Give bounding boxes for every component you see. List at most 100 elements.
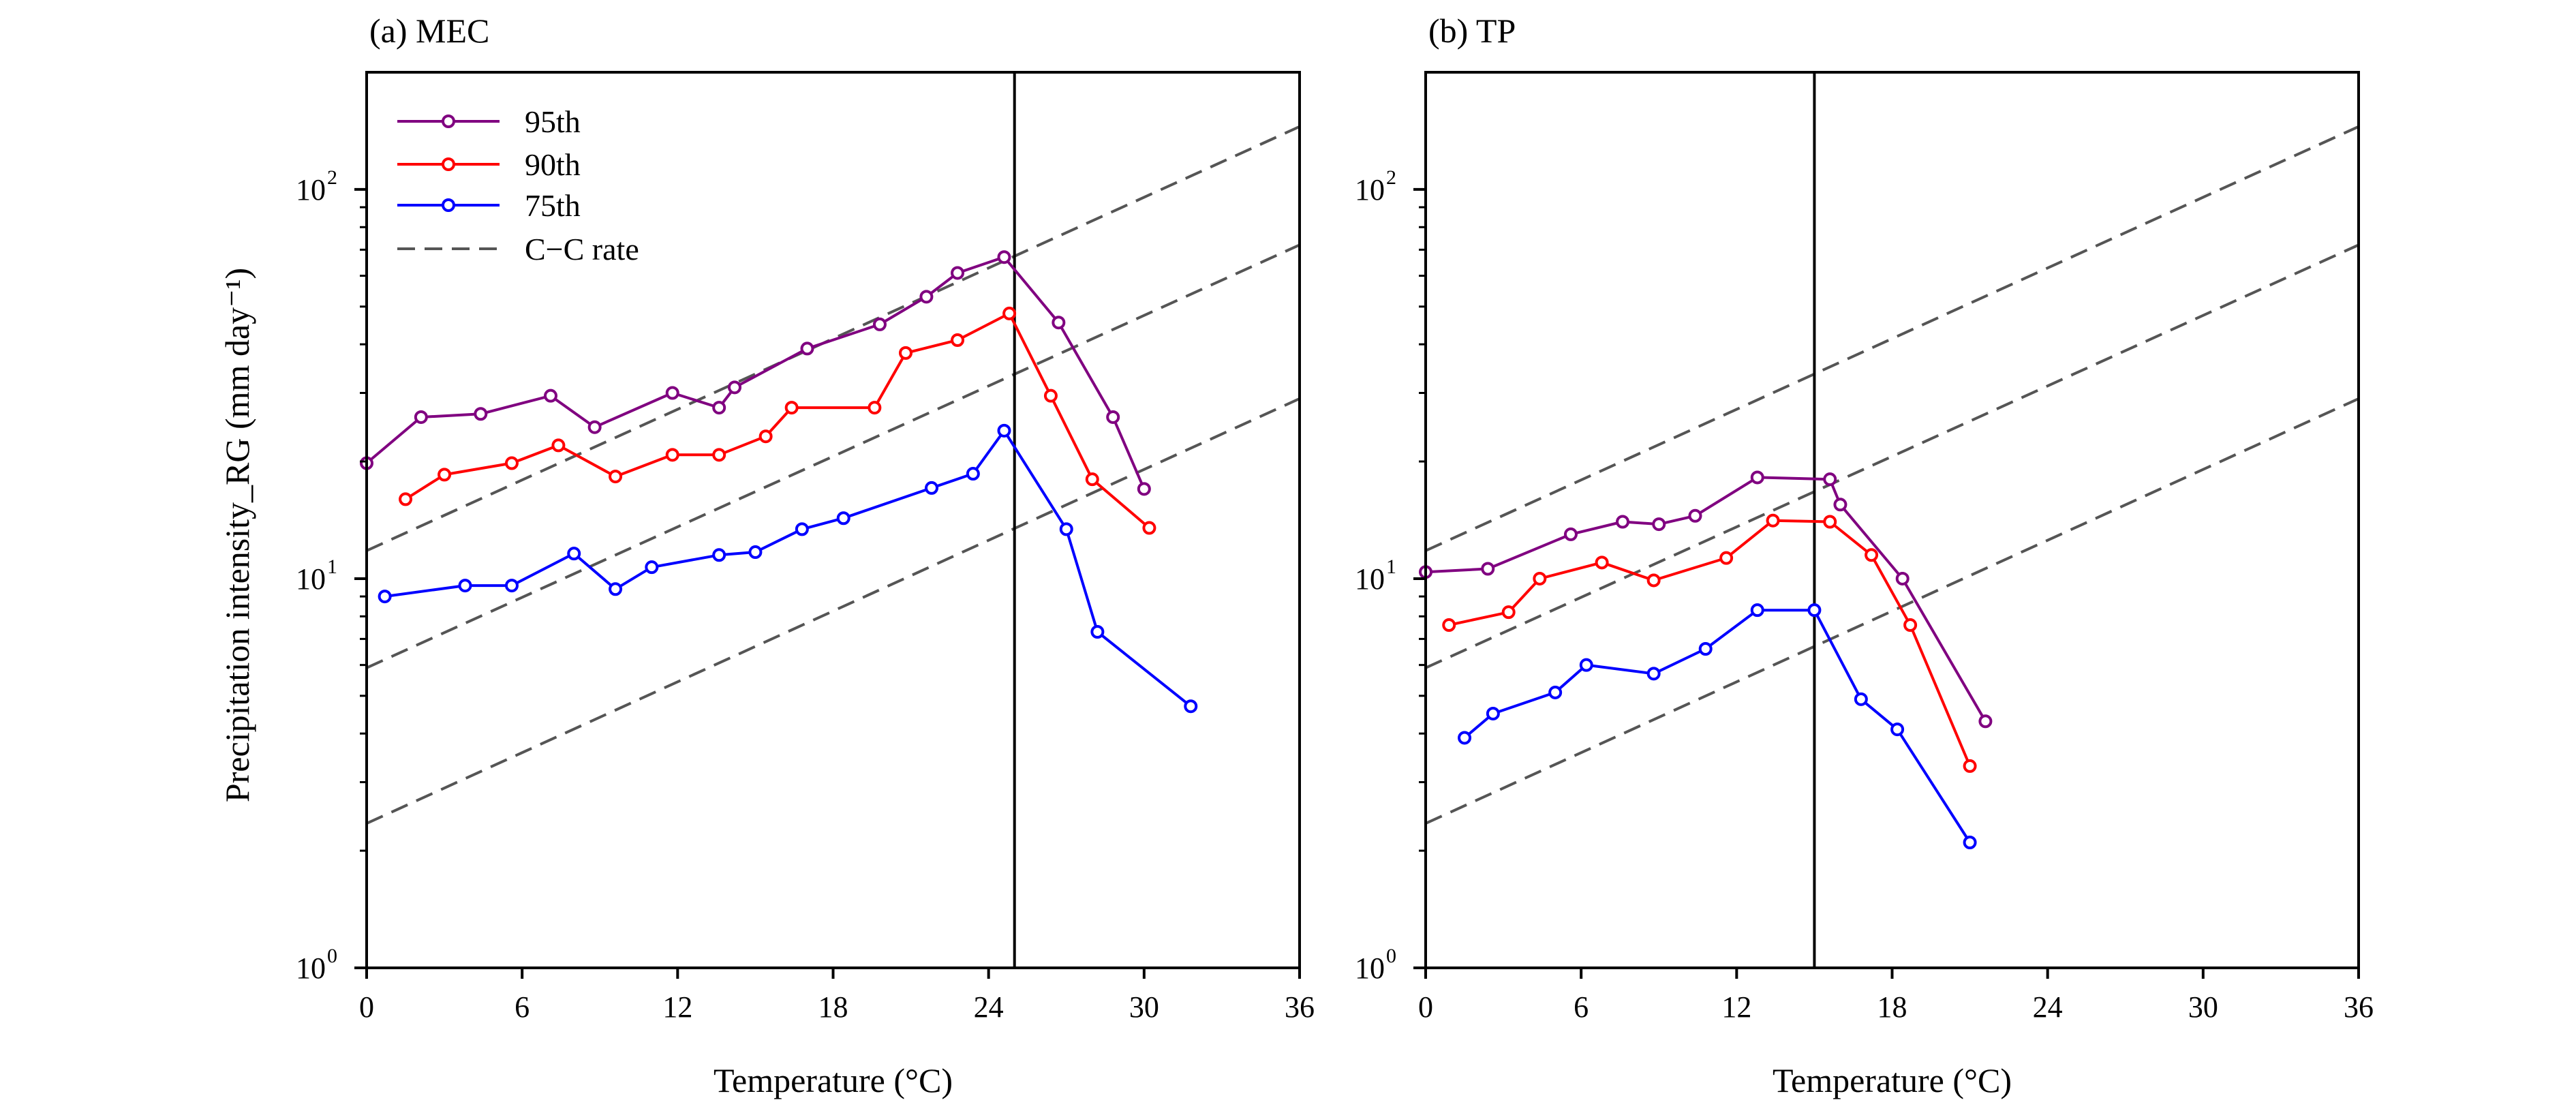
data-point — [1652, 517, 1666, 532]
data-point — [1646, 667, 1661, 681]
legend-label-95th: 95th — [525, 104, 581, 139]
y-tick-exponent: 2 — [1386, 166, 1396, 189]
data-point — [378, 590, 392, 604]
series-90th — [1442, 513, 1977, 773]
data-point — [1563, 527, 1578, 541]
y-tick-exponent: 0 — [327, 945, 337, 967]
data-point — [567, 547, 581, 561]
data-point — [1548, 685, 1563, 699]
y-tick-label: 10 — [1355, 952, 1385, 985]
data-point — [872, 317, 887, 331]
x-tick-label: 24 — [974, 990, 1004, 1024]
y-tick-exponent: 1 — [327, 556, 337, 578]
y-tick-label: 10 — [1355, 173, 1385, 207]
data-point — [712, 548, 726, 562]
data-point — [748, 545, 763, 560]
data-point — [1750, 603, 1764, 618]
data-point — [1059, 522, 1073, 536]
data-point — [609, 582, 623, 596]
data-point — [665, 386, 679, 400]
data-point — [997, 250, 1011, 264]
x-tick-label: 36 — [2344, 990, 2374, 1024]
y-tick-label: 10 — [296, 173, 326, 207]
data-point — [1137, 482, 1151, 496]
data-point — [1501, 605, 1516, 620]
data-point — [1085, 472, 1099, 487]
series-line-75th — [384, 429, 1192, 707]
data-point — [458, 579, 472, 593]
data-point — [543, 389, 557, 403]
data-point — [399, 492, 413, 506]
x-tick-label: 30 — [1129, 990, 1159, 1024]
y-tick-label: 10 — [1355, 562, 1385, 596]
data-point — [1616, 515, 1630, 529]
data-point — [438, 468, 452, 482]
data-point — [1698, 642, 1713, 656]
y-tick-exponent: 2 — [327, 166, 337, 189]
x-tick-label: 12 — [1721, 990, 1751, 1024]
x-tick-label: 12 — [662, 990, 692, 1024]
data-point — [1750, 470, 1764, 485]
data-point — [1458, 731, 1472, 745]
data-point — [609, 470, 623, 484]
data-point — [414, 410, 428, 424]
panel-title: (a) MEC — [369, 12, 489, 50]
x-tick-label: 24 — [2033, 990, 2063, 1024]
data-point — [795, 522, 809, 536]
data-point — [712, 401, 726, 415]
y-tick-exponent: 1 — [1386, 556, 1396, 578]
data-point — [784, 401, 799, 415]
y-tick-label: 10 — [296, 562, 326, 596]
series-75th — [1458, 603, 1977, 849]
legend-label-90th: 90th — [525, 147, 581, 182]
data-point — [1903, 618, 1918, 633]
x-tick-label: 0 — [1418, 990, 1433, 1024]
cc-rate-line-3 — [1426, 397, 2359, 825]
legend: 95th 90th 75th C−C rate — [397, 104, 639, 267]
data-point — [1978, 714, 1993, 729]
series-95th — [1419, 470, 1993, 729]
data-point — [665, 448, 679, 462]
data-point — [1688, 508, 1702, 523]
data-point — [919, 290, 934, 304]
data-point — [898, 346, 913, 360]
x-tick-label: 18 — [1877, 990, 1907, 1024]
series-95th — [360, 250, 1151, 496]
data-point — [1646, 573, 1661, 588]
data-point — [727, 380, 741, 395]
series-75th — [378, 423, 1198, 714]
legend-marker-90th — [442, 157, 455, 171]
y-tick-exponent: 0 — [1386, 945, 1396, 967]
legend-marker-75th — [442, 198, 455, 212]
x-tick-label: 30 — [2188, 990, 2218, 1024]
legend-marker-95th — [442, 115, 455, 128]
cc-rate-line-3 — [367, 397, 1300, 825]
x-tick-label: 6 — [515, 990, 530, 1024]
data-point — [1106, 410, 1120, 424]
data-point — [836, 511, 850, 526]
x-axis-label: Temperature (°C) — [714, 1061, 953, 1099]
cc-rate-line-1 — [367, 125, 1300, 552]
panel-title: (b) TP — [1428, 12, 1516, 50]
data-point — [504, 456, 519, 470]
data-point — [1865, 548, 1879, 562]
data-point — [1486, 706, 1500, 720]
data-point — [1533, 571, 1547, 585]
data-point — [1579, 658, 1593, 672]
legend-label-75th: 75th — [525, 188, 581, 223]
data-point — [712, 448, 726, 462]
y-axis-label: Precipitation intensity_RG (mm day⁻¹) — [218, 268, 256, 802]
data-point — [966, 467, 980, 481]
data-point — [1142, 521, 1156, 535]
data-point — [1481, 562, 1495, 576]
series-line-95th — [365, 256, 1146, 490]
data-point — [925, 481, 939, 495]
data-point — [1890, 722, 1905, 737]
cc-rate-line-2 — [367, 243, 1300, 669]
data-point — [551, 438, 566, 453]
x-tick-label: 36 — [1285, 990, 1315, 1024]
data-point — [758, 429, 773, 444]
data-point — [1002, 306, 1017, 320]
data-point — [868, 401, 882, 415]
